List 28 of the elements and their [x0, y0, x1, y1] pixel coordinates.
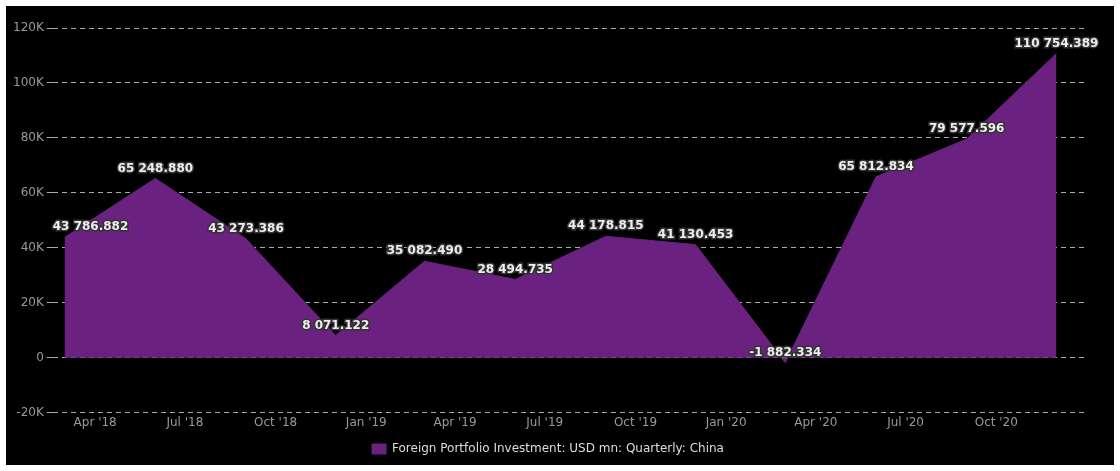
y-tick-label: 80K — [20, 130, 45, 145]
y-tick-label: 40K — [20, 239, 45, 254]
y-tick-label: -20K — [16, 404, 45, 419]
x-tick-label: Jul '19 — [525, 414, 564, 429]
x-tick-label: Apr '20 — [794, 414, 838, 429]
data-label: 43 273.386 — [208, 220, 284, 235]
data-label: 110 754.389 — [1014, 35, 1099, 50]
x-tick-label: Jan '20 — [704, 414, 747, 429]
data-label: 44 178.815 — [568, 218, 644, 233]
y-tick-label: 100K — [12, 75, 45, 90]
y-tick-label: 60K — [20, 184, 45, 199]
y-tick-label: 20K — [20, 294, 45, 309]
x-tick-label: Oct '18 — [254, 414, 298, 429]
data-label: 65 248.880 — [117, 160, 194, 175]
x-tick-label: Jul '20 — [886, 414, 925, 429]
data-label: 41 130.453 — [657, 226, 734, 241]
data-label: 35 082.490 — [386, 243, 463, 258]
legend-label: Foreign Portfolio Investment: USD mn: Quarterly: China — [392, 441, 724, 456]
x-tick-label: Apr '19 — [433, 414, 477, 429]
data-label: 65 812.834 — [838, 158, 914, 173]
x-tick-label: Apr '18 — [73, 414, 117, 429]
x-tick-label: Oct '19 — [613, 414, 658, 429]
x-tick-label: Jul '18 — [165, 414, 204, 429]
y-tick-label: 0 — [36, 349, 44, 364]
data-label: 79 577.596 — [928, 121, 1005, 136]
y-tick-label: 120K — [12, 20, 45, 35]
x-tick-label: Jan '19 — [344, 414, 387, 429]
x-tick-label: Oct '20 — [974, 414, 1018, 429]
